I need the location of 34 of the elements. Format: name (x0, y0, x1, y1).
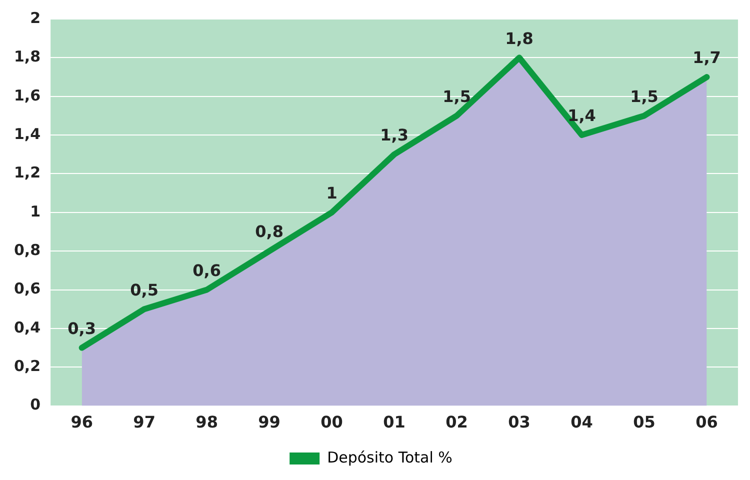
y-tick-label: 0,2 (14, 357, 41, 376)
data-label: 1,3 (380, 126, 408, 145)
x-tick-label: 99 (258, 412, 280, 432)
y-tick-label: 0,4 (14, 318, 41, 336)
y-tick-label: 0 (30, 396, 41, 414)
x-tick-label: 01 (383, 412, 406, 432)
y-tick-label: 1 (30, 202, 41, 220)
y-tick-label: 0,8 (14, 240, 41, 259)
x-tick-label: 98 (196, 412, 218, 432)
data-label: 1,5 (442, 86, 471, 106)
y-tick-label: 1,2 (14, 164, 41, 182)
data-label: 0,6 (192, 260, 221, 280)
data-label: 1 (326, 184, 338, 203)
data-label: 0,3 (68, 318, 96, 338)
x-tick-label: 03 (508, 412, 530, 432)
x-tick-label: 02 (446, 412, 468, 432)
x-tick-label: 06 (696, 412, 718, 432)
y-tick-label: 1,8 (14, 48, 41, 66)
y-tick-label: 2 (30, 8, 41, 27)
data-label: 0,5 (130, 280, 158, 300)
data-label: 1,7 (692, 48, 721, 68)
data-label: 0,8 (255, 222, 284, 242)
data-label: 1,5 (630, 86, 658, 106)
data-label: 1,4 (568, 106, 596, 126)
y-tick-label: 1,4 (14, 124, 41, 143)
x-tick-label: 96 (70, 412, 93, 432)
y-tick-label: 0,6 (14, 280, 41, 298)
x-tick-label: 05 (633, 412, 656, 432)
x-tick-label: 04 (570, 412, 593, 432)
legend-label: Depósito Total % (327, 448, 452, 466)
y-tick-label: 1,6 (14, 86, 41, 104)
data-label: 1,8 (505, 28, 534, 48)
x-tick-label: 97 (133, 412, 156, 432)
x-tick-label: 00 (320, 412, 343, 432)
